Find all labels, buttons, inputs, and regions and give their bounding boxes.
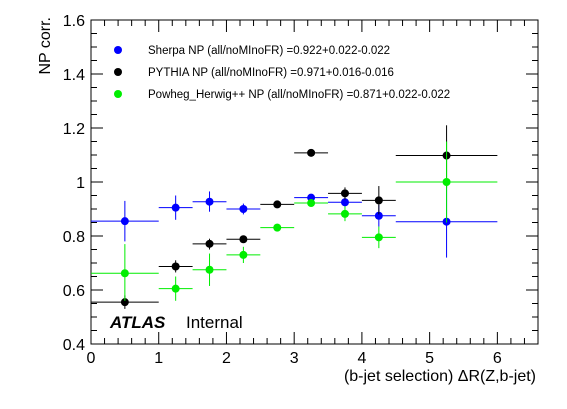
data-marker (239, 235, 248, 244)
data-point (226, 203, 261, 215)
data-marker (340, 209, 349, 218)
data-point (395, 141, 498, 223)
data-point (294, 199, 329, 208)
data-marker (171, 203, 180, 212)
legend-marker (114, 46, 122, 54)
data-series (91, 125, 498, 309)
data-point (260, 223, 295, 232)
y-tick-label: 1.2 (63, 121, 85, 138)
y-tick-label: 1.4 (63, 67, 85, 84)
data-point (158, 195, 193, 220)
x-tick-label: 3 (290, 350, 299, 367)
data-marker (205, 197, 214, 206)
data-marker (374, 211, 383, 220)
data-marker (120, 298, 129, 307)
atlas-experiment-label: ATLAS (109, 313, 166, 332)
data-point (192, 191, 227, 212)
data-marker (374, 196, 383, 205)
y-tick-label: 0.4 (63, 337, 85, 354)
x-tick-label: 4 (357, 350, 366, 367)
series-1 (91, 186, 498, 258)
atlas-label: ATLAS Internal (109, 313, 243, 332)
y-axis-label: NP corr. (37, 17, 54, 75)
x-tick-label: 6 (493, 350, 502, 367)
data-point (91, 200, 159, 242)
tick-marks (90, 19, 539, 345)
data-point (294, 148, 329, 157)
legend-label: Powheg_Herwig++ NP (all/noMInoFR) =0.871… (148, 89, 450, 101)
legend-marker (114, 68, 122, 76)
data-marker (239, 205, 248, 213)
x-axis-label: (b-jet selection) ΔR(Z,b-jet) (344, 368, 536, 385)
legend-label: PYTHIA NP (all/noMInoFR) =0.971+0.016-0.… (148, 67, 394, 79)
legend-entry: Powheg_Herwig++ NP (all/noMInoFR) =0.871… (114, 89, 450, 101)
data-point (91, 244, 159, 301)
x-tick-label: 2 (222, 350, 231, 367)
data-point (361, 186, 396, 215)
legend-label: Sherpa NP (all/noMInoFR) =0.922+0.022-0.… (148, 45, 390, 57)
series-3 (91, 141, 498, 301)
y-tick-label: 0.8 (63, 229, 85, 246)
data-point (328, 187, 362, 200)
data-marker (442, 178, 451, 186)
data-point (158, 260, 193, 273)
y-tick-label: 1 (76, 175, 85, 192)
y-tick-label: 1.6 (63, 13, 85, 30)
x-tick-label: 1 (154, 350, 163, 367)
data-marker (120, 217, 129, 226)
data-marker (171, 284, 180, 293)
data-marker (273, 200, 282, 209)
data-point (192, 253, 227, 286)
data-point (158, 276, 193, 301)
legend-marker (114, 90, 122, 98)
data-point (91, 295, 159, 309)
x-tick-label: 5 (425, 350, 434, 367)
legend: Sherpa NP (all/noMInoFR) =0.922+0.022-0.… (114, 45, 450, 101)
data-marker (307, 148, 316, 157)
data-marker (374, 233, 383, 242)
data-marker (340, 198, 349, 207)
y-tick-label: 0.6 (63, 283, 85, 300)
atlas-status-label: Internal (186, 313, 243, 332)
x-tick-label: 0 (87, 350, 96, 367)
data-marker (340, 189, 349, 198)
data-marker (239, 250, 248, 259)
tick-labels: 0 1 2 3 4 5 6 0.4 0.6 0.8 1 1.2 1.4 1.6 (63, 13, 502, 367)
data-point (226, 235, 261, 244)
data-marker (171, 262, 180, 271)
data-point (328, 206, 362, 222)
data-point (260, 200, 295, 209)
data-marker (307, 199, 316, 208)
data-point (192, 238, 227, 250)
data-point (361, 226, 396, 249)
data-marker (205, 265, 214, 274)
data-point (226, 246, 261, 263)
data-marker (273, 223, 282, 232)
data-marker (120, 269, 129, 278)
data-marker (205, 239, 214, 248)
legend-entry: Sherpa NP (all/noMInoFR) =0.922+0.022-0.… (114, 45, 390, 57)
legend-entry: PYTHIA NP (all/noMInoFR) =0.971+0.016-0.… (114, 67, 394, 79)
